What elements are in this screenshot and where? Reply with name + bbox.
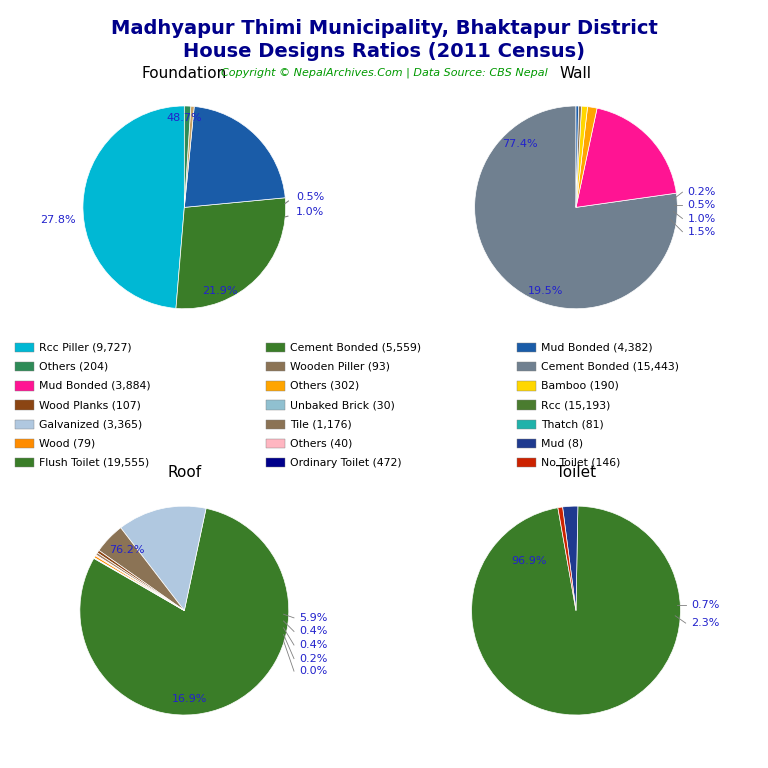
Wedge shape	[121, 506, 206, 611]
Bar	[517, 439, 536, 449]
Bar	[266, 381, 285, 391]
Text: 0.4%: 0.4%	[300, 627, 328, 637]
Wedge shape	[94, 558, 184, 611]
Text: 48.7%: 48.7%	[167, 113, 202, 123]
Wedge shape	[96, 553, 184, 611]
Text: 0.5%: 0.5%	[296, 192, 324, 202]
Bar	[517, 458, 536, 468]
Wedge shape	[98, 551, 184, 611]
Title: Toilet: Toilet	[556, 465, 596, 480]
Wedge shape	[184, 107, 285, 207]
Bar	[266, 400, 285, 410]
Text: Madhyapur Thimi Municipality, Bhaktapur District: Madhyapur Thimi Municipality, Bhaktapur …	[111, 19, 657, 38]
Wedge shape	[472, 506, 680, 715]
Text: Bamboo (190): Bamboo (190)	[541, 381, 619, 391]
Bar	[15, 419, 34, 429]
Bar	[266, 419, 285, 429]
Text: Others (302): Others (302)	[290, 381, 359, 391]
Wedge shape	[83, 106, 184, 309]
Bar	[15, 343, 34, 353]
Bar	[266, 362, 285, 372]
Text: 76.2%: 76.2%	[109, 545, 144, 555]
Text: Galvanized (3,365): Galvanized (3,365)	[39, 419, 143, 429]
Bar	[517, 362, 536, 372]
Wedge shape	[475, 106, 677, 309]
Text: 16.9%: 16.9%	[172, 694, 207, 704]
Text: Wood (79): Wood (79)	[39, 439, 95, 449]
Bar	[517, 381, 536, 391]
Text: Ordinary Toilet (472): Ordinary Toilet (472)	[290, 458, 402, 468]
Text: 0.2%: 0.2%	[300, 654, 328, 664]
Wedge shape	[576, 107, 597, 207]
Text: Others (204): Others (204)	[39, 362, 108, 372]
Text: House Designs Ratios (2011 Census): House Designs Ratios (2011 Census)	[183, 42, 585, 61]
Text: 2.3%: 2.3%	[691, 618, 720, 628]
Text: 1.0%: 1.0%	[687, 214, 716, 223]
Wedge shape	[176, 197, 286, 309]
Wedge shape	[562, 506, 578, 611]
Text: Unbaked Brick (30): Unbaked Brick (30)	[290, 400, 395, 410]
Wedge shape	[99, 528, 184, 611]
Bar	[15, 362, 34, 372]
Text: Rcc Piller (9,727): Rcc Piller (9,727)	[39, 343, 132, 353]
Text: 0.5%: 0.5%	[687, 200, 716, 210]
Text: Tile (1,176): Tile (1,176)	[290, 419, 352, 429]
Text: 27.8%: 27.8%	[40, 214, 75, 224]
Wedge shape	[576, 108, 677, 207]
Bar	[15, 458, 34, 468]
Wedge shape	[576, 106, 578, 207]
Title: Wall: Wall	[560, 65, 592, 81]
Wedge shape	[576, 106, 588, 207]
Bar	[266, 439, 285, 449]
Text: No Toilet (146): No Toilet (146)	[541, 458, 621, 468]
Text: 21.9%: 21.9%	[202, 286, 237, 296]
Text: Cement Bonded (15,443): Cement Bonded (15,443)	[541, 362, 679, 372]
Bar	[517, 419, 536, 429]
Text: 1.5%: 1.5%	[687, 227, 716, 237]
Wedge shape	[576, 106, 581, 207]
Wedge shape	[558, 507, 576, 611]
Text: Mud Bonded (4,382): Mud Bonded (4,382)	[541, 343, 653, 353]
Bar	[517, 400, 536, 410]
Text: 77.4%: 77.4%	[502, 138, 538, 148]
Wedge shape	[94, 556, 184, 611]
Wedge shape	[80, 508, 289, 715]
Bar	[517, 343, 536, 353]
Title: Foundation: Foundation	[141, 65, 227, 81]
Text: Flush Toilet (19,555): Flush Toilet (19,555)	[39, 458, 150, 468]
Text: 0.4%: 0.4%	[300, 640, 328, 650]
Text: Mud Bonded (3,884): Mud Bonded (3,884)	[39, 381, 151, 391]
Bar	[15, 381, 34, 391]
Text: 1.0%: 1.0%	[296, 207, 324, 217]
Bar	[266, 458, 285, 468]
Text: 96.9%: 96.9%	[511, 555, 547, 565]
Text: Wood Planks (107): Wood Planks (107)	[39, 400, 141, 410]
Wedge shape	[95, 555, 184, 611]
Title: Roof: Roof	[167, 465, 201, 480]
Bar	[15, 439, 34, 449]
Text: Wooden Piller (93): Wooden Piller (93)	[290, 362, 390, 372]
Text: Rcc (15,193): Rcc (15,193)	[541, 400, 611, 410]
Text: Others (40): Others (40)	[290, 439, 353, 449]
Text: Cement Bonded (5,559): Cement Bonded (5,559)	[290, 343, 422, 353]
Text: Mud (8): Mud (8)	[541, 439, 583, 449]
Bar	[266, 343, 285, 353]
Text: Copyright © NepalArchives.Com | Data Source: CBS Nepal: Copyright © NepalArchives.Com | Data Sou…	[220, 68, 548, 78]
Text: 19.5%: 19.5%	[528, 286, 563, 296]
Text: Thatch (81): Thatch (81)	[541, 419, 604, 429]
Text: 0.2%: 0.2%	[687, 187, 716, 197]
Text: 5.9%: 5.9%	[300, 613, 328, 623]
Text: 0.0%: 0.0%	[300, 666, 327, 676]
Wedge shape	[184, 106, 194, 207]
Wedge shape	[184, 106, 190, 207]
Bar	[15, 400, 34, 410]
Text: 0.7%: 0.7%	[691, 601, 720, 611]
